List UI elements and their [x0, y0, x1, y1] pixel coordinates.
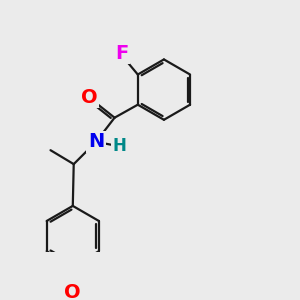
Text: N: N — [88, 132, 104, 151]
Text: O: O — [64, 283, 81, 300]
Text: O: O — [81, 88, 98, 107]
Text: H: H — [112, 136, 126, 154]
Text: F: F — [115, 44, 128, 63]
